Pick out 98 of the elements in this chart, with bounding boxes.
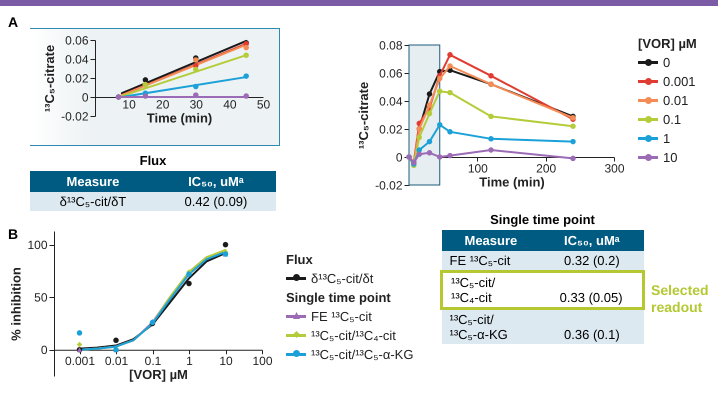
y-tick-label: 0.04 [379,94,403,108]
point [426,138,432,144]
point [426,150,432,156]
y-axis-title: ¹³C₅-citrate [356,82,372,150]
text: Measure [30,171,156,192]
point [186,280,192,286]
y-tick-label: 0 [40,343,48,358]
y-tick-label: 0.06 [379,66,403,80]
point [437,88,442,94]
text: 0.42 (0.09) [156,192,276,211]
legend-label: FE ¹³C₅-cit [311,308,372,324]
y-tick-label: 50 [34,290,48,305]
text: ¹³C₅-cit/ ¹³C₄-cit [442,272,540,308]
text: Flux [138,153,168,168]
x-tick-label: 100 [252,354,273,368]
x-tick-label: 30 [190,98,204,112]
point [447,129,453,135]
x-axis-title: Time (min) [146,110,212,126]
point [193,84,199,90]
y-tick-label: 0.04 [65,52,89,66]
point [437,122,442,128]
point [447,52,453,58]
y-tick-label: 0 [82,90,89,104]
y-tick-label: 0.06 [65,34,89,48]
x-tick-label: 0.001 [64,354,96,368]
y-tick-label: 0.02 [65,72,89,86]
text: IC₅₀, uMᵃ [156,171,276,192]
point [488,136,494,142]
point [488,114,494,120]
x-tick-label: 1 [186,354,194,368]
point [447,90,453,96]
y-tick-label: 0.08 [379,38,403,52]
point [76,330,82,336]
point [437,76,442,82]
point [426,110,432,116]
point [488,73,494,79]
text: A [8,14,18,30]
y-tick-label: 0 [396,150,403,164]
point [570,156,576,162]
x-tick-label: 100 [468,162,488,176]
point [488,147,494,153]
text: Single time point [489,212,596,227]
text: δ¹³C₅-cit/δT [30,192,156,211]
x-tick-label: 200 [536,162,556,176]
point [416,134,422,140]
y-tick-label: 100 [27,238,48,252]
legend-label: 0.001 [663,74,696,89]
legend-label: ¹³C₅-cit/¹³C₄-cit [311,328,396,342]
legend-label: 0 [663,55,670,70]
text: Selected readout [651,282,710,316]
y-tick-label: -0.02 [375,178,403,192]
text: B [8,226,18,242]
x-tick-label: 10 [122,98,136,112]
point [142,93,148,99]
point [437,154,442,160]
point [570,138,576,144]
y-axis-title: ¹³C₅-citrate [42,44,58,112]
text: Measure [442,230,540,251]
point [142,77,148,83]
point [426,91,432,97]
legend-title: [VOR] µM [638,36,697,51]
x-tick-label: 50 [256,98,270,112]
point [416,151,422,157]
point [243,73,249,79]
legend-label: 10 [663,150,678,165]
text: 0.32 (0.2) [540,251,644,272]
x-tick-label: 0.01 [104,354,129,368]
point [113,338,119,344]
x-tick-label: 40 [223,98,237,112]
x-tick-label: 20 [156,98,170,112]
point [570,123,576,129]
y-tick-label: 0.02 [379,122,403,136]
text: Single time point [286,290,392,304]
x-axis-title: [VOR] µM [129,367,188,382]
x-tick-label: 0.1 [144,354,162,368]
text: 0.36 (0.1) [540,308,644,344]
point [76,342,82,348]
point [447,63,453,69]
legend-label: 0.1 [663,112,682,127]
x-tick-label: 300 [604,162,625,176]
point [243,93,249,99]
text: FE ¹³C₅-cit [442,251,540,272]
text: 0.33 (0.05) [540,272,644,308]
legend-label: 1 [663,131,670,146]
point [243,44,249,50]
x-tick-label: 10 [219,354,233,368]
text: IC₅₀, uMᵃ [540,230,644,251]
legend-label: ¹³C₅-cit/¹³C₅-α-KG [311,346,414,362]
y-tick-label: -0.02 [61,110,89,124]
x-axis-title: Time (min) [479,174,545,190]
y-axis-title: % inhibition [8,267,24,341]
legend-label: δ¹³C₅-cit/δt [311,270,374,286]
point [426,102,432,108]
text: Flux [286,252,314,266]
text: ¹³C₅-cit/ ¹³C₅-α-KG [442,308,540,344]
point [243,52,249,58]
point [447,152,453,158]
point [222,242,228,248]
